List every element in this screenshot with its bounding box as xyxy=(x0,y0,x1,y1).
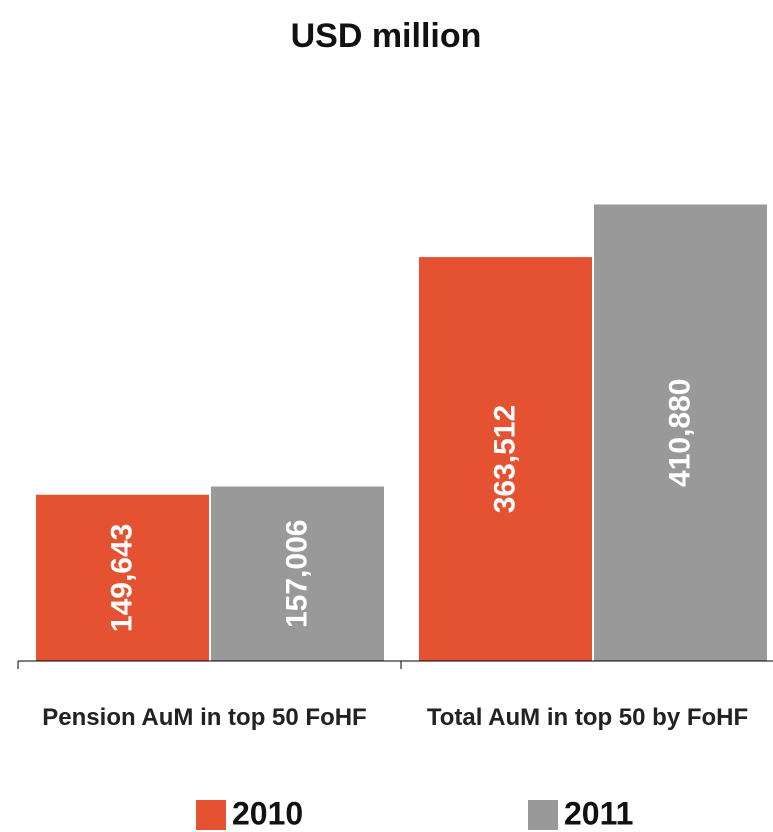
legend-swatch xyxy=(196,800,226,830)
value-label: 157,006 xyxy=(280,520,313,628)
value-label: 363,512 xyxy=(488,405,521,513)
value-label: 410,880 xyxy=(663,379,696,487)
chart-title: USD million xyxy=(291,17,482,55)
x-tick-label: Total AuM in top 50 by FoHF xyxy=(426,704,749,731)
x-tick-label: Pension AuM in top 50 FoHF xyxy=(42,704,367,731)
bar xyxy=(211,486,384,661)
legend-label: 2010 xyxy=(232,795,303,831)
value-label: 149,643 xyxy=(105,524,138,632)
legend-label: 2011 xyxy=(564,795,633,831)
x-label-box: Pension AuM in top 50 FoHF xyxy=(42,704,367,731)
bar xyxy=(36,494,209,661)
bar xyxy=(419,257,592,661)
bar xyxy=(594,204,767,661)
x-label-box: Total AuM in top 50 by FoHF xyxy=(426,704,749,731)
legend-swatch xyxy=(528,800,558,830)
